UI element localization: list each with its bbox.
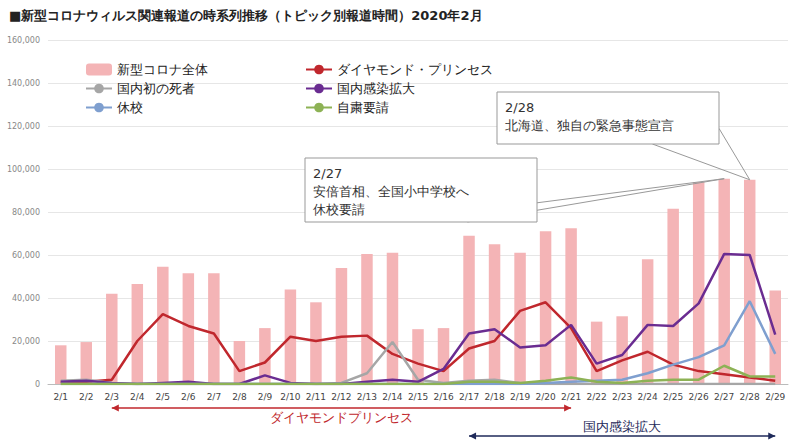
svg-text:2/9: 2/9	[258, 392, 273, 402]
svg-text:北海道、独自の緊急事態宣言: 北海道、独自の緊急事態宣言	[505, 118, 674, 133]
svg-text:2/27: 2/27	[313, 166, 342, 181]
svg-text:2/5: 2/5	[156, 392, 170, 402]
svg-text:国内感染拡大: 国内感染拡大	[583, 419, 661, 434]
svg-text:2/8: 2/8	[232, 392, 247, 402]
svg-text:2/27: 2/27	[714, 392, 734, 402]
svg-text:国内初の死者: 国内初の死者	[117, 81, 195, 96]
svg-text:■新型コロナウィルス関連報道の時系列推移（トピック別報道時間: ■新型コロナウィルス関連報道の時系列推移（トピック別報道時間）2020年2月	[9, 8, 483, 23]
svg-text:2/15: 2/15	[408, 392, 428, 402]
svg-text:160,000: 160,000	[7, 36, 40, 45]
svg-text:2/22: 2/22	[587, 392, 607, 402]
svg-text:60,000: 60,000	[12, 251, 40, 260]
svg-text:2/18: 2/18	[484, 392, 504, 402]
svg-text:2/1: 2/1	[54, 392, 68, 402]
svg-text:2/11: 2/11	[306, 392, 326, 402]
svg-text:2/25: 2/25	[663, 392, 683, 402]
svg-text:ダイヤモンドプリンセス: ダイヤモンドプリンセス	[270, 410, 413, 425]
svg-text:2/2: 2/2	[79, 392, 93, 402]
svg-text:2/17: 2/17	[459, 392, 479, 402]
svg-text:休校: 休校	[117, 100, 143, 115]
svg-text:2/29: 2/29	[765, 392, 785, 402]
svg-text:80,000: 80,000	[12, 208, 40, 217]
svg-text:2/26: 2/26	[689, 392, 709, 402]
svg-text:2/13: 2/13	[357, 392, 377, 402]
svg-text:安倍首相、全国小中学校へ: 安倍首相、全国小中学校へ	[313, 184, 469, 199]
svg-text:ダイヤモンド・プリンセス: ダイヤモンド・プリンセス	[337, 62, 493, 77]
svg-text:2/4: 2/4	[130, 392, 145, 402]
svg-text:2/28: 2/28	[740, 392, 760, 402]
svg-text:140,000: 140,000	[7, 79, 40, 88]
svg-text:2/19: 2/19	[510, 392, 530, 402]
svg-text:2/21: 2/21	[561, 392, 581, 402]
svg-text:2/7: 2/7	[207, 392, 221, 402]
svg-text:2/6: 2/6	[181, 392, 196, 402]
svg-text:2/3: 2/3	[105, 392, 119, 402]
svg-text:0: 0	[35, 380, 40, 389]
svg-text:120,000: 120,000	[7, 122, 40, 131]
svg-text:2/16: 2/16	[433, 392, 453, 402]
svg-text:2/14: 2/14	[382, 392, 402, 402]
svg-text:2/10: 2/10	[280, 392, 300, 402]
svg-text:40,000: 40,000	[12, 294, 40, 303]
svg-text:2/28: 2/28	[505, 100, 534, 115]
svg-text:100,000: 100,000	[7, 165, 40, 174]
svg-text:2/12: 2/12	[331, 392, 351, 402]
svg-text:国内感染拡大: 国内感染拡大	[337, 81, 415, 96]
svg-text:2/24: 2/24	[638, 392, 658, 402]
svg-text:2/23: 2/23	[612, 392, 632, 402]
svg-text:新型コロナ全体: 新型コロナ全体	[117, 62, 208, 77]
svg-text:自粛要請: 自粛要請	[337, 100, 389, 115]
svg-text:休校要請: 休校要請	[313, 202, 365, 217]
svg-text:2/20: 2/20	[535, 392, 555, 402]
svg-text:20,000: 20,000	[12, 337, 40, 346]
